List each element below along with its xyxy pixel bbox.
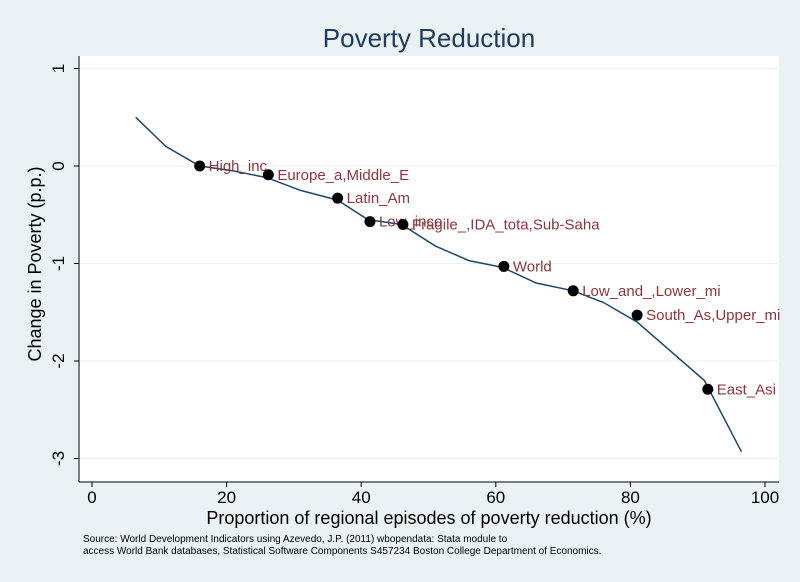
y-tick-label: 1	[49, 64, 68, 73]
x-tick-label: 60	[486, 488, 505, 507]
data-point	[194, 160, 206, 172]
x-tick-label: 80	[621, 488, 640, 507]
y-tick-label: -2	[49, 353, 68, 368]
data-point	[262, 169, 274, 181]
data-point-label: Low_and_,Lower_mi	[582, 283, 720, 300]
data-point	[364, 216, 376, 228]
data-point	[498, 260, 510, 272]
plot-area	[79, 56, 779, 482]
data-point	[631, 309, 643, 321]
x-tick-label: 0	[87, 488, 96, 507]
y-tick-label: 0	[49, 161, 68, 170]
y-axis-title: Change in Poverty (p.p.)	[25, 166, 45, 361]
x-tick-label: 100	[751, 488, 779, 507]
x-axis-title: Proportion of regional episodes of pover…	[206, 508, 651, 528]
data-point-label: East_Asi	[717, 381, 776, 398]
data-point	[397, 219, 409, 230]
fitted-line	[135, 116, 743, 453]
data-point-label: Fragile_,IDA_tota,Sub-Saha	[412, 217, 600, 234]
source-note-line-1: Source: World Development Indicators usi…	[83, 534, 508, 545]
data-point-label: High_inc	[209, 158, 268, 175]
data-points: High_inc Europe_a,Middle_E Latin_Am Low_inc…	[194, 158, 780, 398]
source-note: Source: World Development Indicators usi…	[83, 534, 601, 558]
y-tick-label: -1	[49, 256, 68, 271]
data-point	[332, 192, 344, 204]
chart-title: Poverty Reduction	[323, 23, 535, 53]
axis-ticks: 0 20 40 60 80 100 1 0 -1 -2 -3	[49, 64, 779, 507]
data-point-label: Latin_Am	[347, 190, 410, 207]
data-point-label: South_As,Upper_mi	[646, 307, 780, 324]
data-point-label: Low_inco	[379, 214, 442, 231]
x-tick-label: 40	[352, 488, 371, 507]
source-note-line-2: access World Bank databases, Statistical…	[83, 546, 602, 557]
data-point-label: World	[513, 258, 552, 275]
data-point-label: Europe_a,Middle_E	[277, 167, 409, 184]
data-point	[702, 383, 714, 395]
y-tick-label: -3	[49, 451, 68, 466]
data-point	[567, 285, 579, 297]
x-tick-label: 20	[217, 488, 236, 507]
